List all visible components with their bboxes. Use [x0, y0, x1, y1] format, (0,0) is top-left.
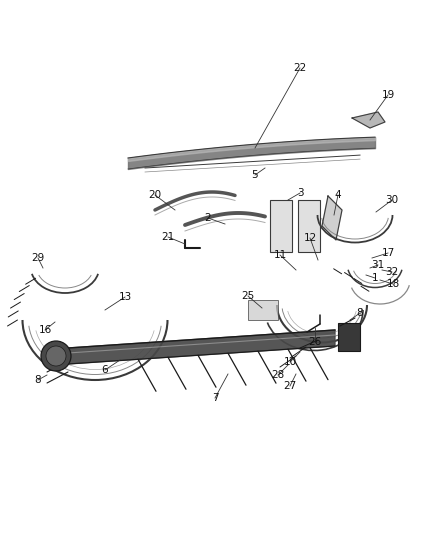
- Text: 3: 3: [297, 188, 303, 198]
- Text: 10: 10: [283, 357, 297, 367]
- Text: 8: 8: [357, 308, 363, 318]
- Text: 22: 22: [293, 63, 307, 73]
- Text: 6: 6: [102, 365, 108, 375]
- Text: 13: 13: [118, 292, 132, 302]
- Text: 28: 28: [272, 370, 285, 380]
- Circle shape: [41, 341, 71, 371]
- Polygon shape: [322, 196, 342, 240]
- Text: 26: 26: [308, 337, 321, 347]
- Bar: [338, 323, 360, 351]
- Text: 11: 11: [273, 250, 286, 260]
- Circle shape: [46, 346, 66, 366]
- Polygon shape: [68, 330, 335, 364]
- Text: 25: 25: [241, 291, 254, 301]
- Text: 12: 12: [304, 233, 317, 243]
- Text: 16: 16: [39, 325, 52, 335]
- Text: 21: 21: [161, 232, 175, 242]
- Text: 32: 32: [385, 267, 399, 277]
- Bar: [248, 300, 278, 320]
- Text: 29: 29: [32, 253, 45, 263]
- Text: 17: 17: [381, 248, 395, 258]
- Text: 8: 8: [35, 375, 41, 385]
- Text: 2: 2: [205, 213, 211, 223]
- Text: 1: 1: [372, 273, 378, 283]
- Text: 7: 7: [212, 393, 218, 403]
- Bar: [270, 200, 292, 252]
- Text: 4: 4: [335, 190, 341, 200]
- Text: 27: 27: [283, 381, 297, 391]
- Polygon shape: [352, 112, 385, 128]
- Text: 18: 18: [386, 279, 399, 289]
- Text: 5: 5: [252, 170, 258, 180]
- Text: 31: 31: [371, 260, 385, 270]
- Text: 20: 20: [148, 190, 162, 200]
- Text: 9: 9: [52, 357, 58, 367]
- Bar: [298, 200, 320, 252]
- Text: 19: 19: [381, 90, 395, 100]
- Text: 30: 30: [385, 195, 399, 205]
